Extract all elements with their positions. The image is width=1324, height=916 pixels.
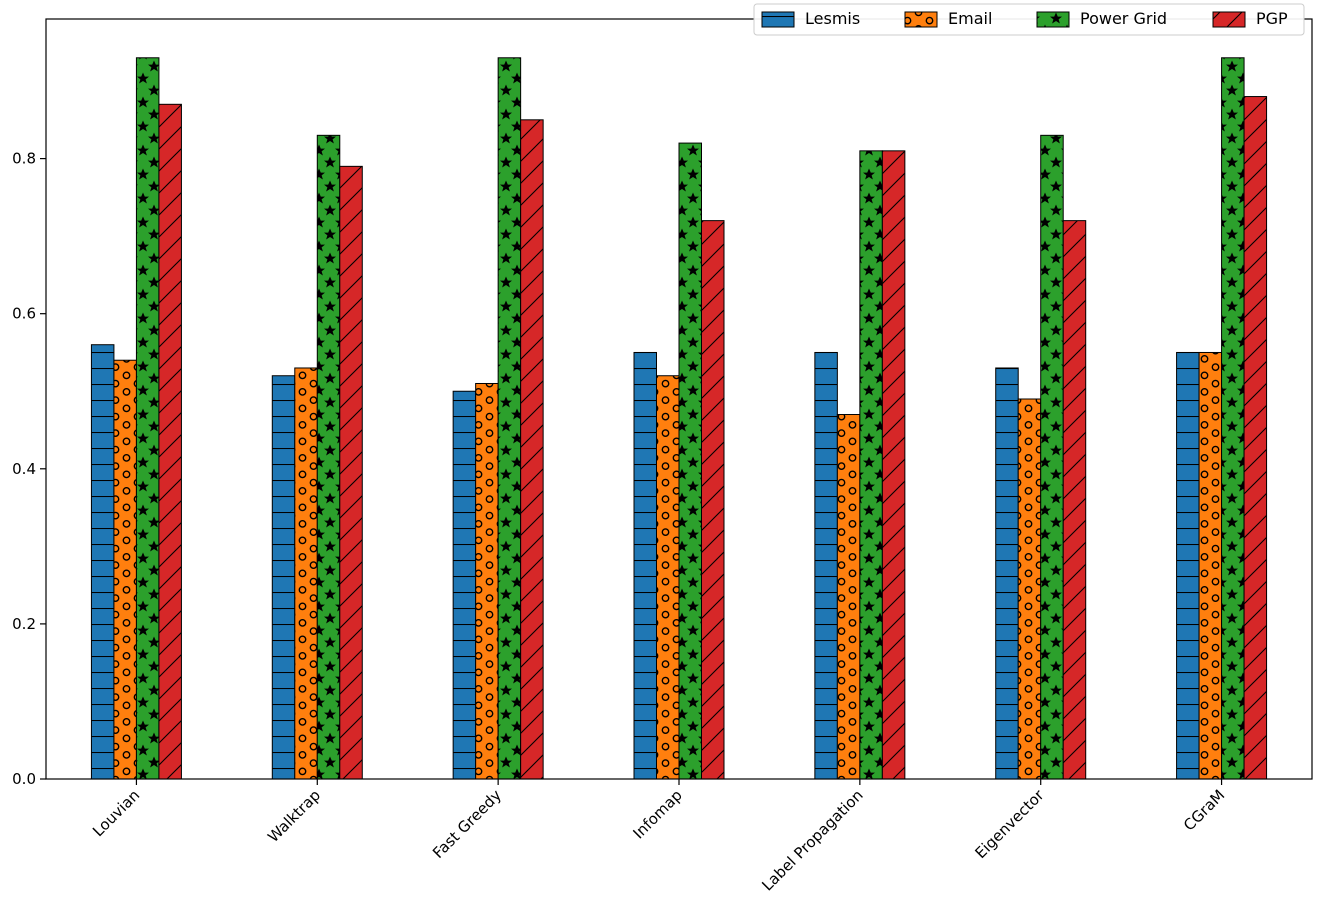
bar-power-grid-0 — [135, 57, 160, 780]
legend-label-email: Email — [948, 9, 992, 28]
legend-swatch-lesmis — [761, 11, 795, 28]
bar-pgp-1 — [339, 165, 363, 780]
legend-label-pgp: PGP — [1256, 9, 1288, 28]
bar-power-grid-4 — [859, 150, 883, 780]
x-tick-label: CGraM — [1180, 786, 1228, 834]
legend: Lesmis Email Power Grid PGP — [753, 3, 1305, 36]
bar-pgp-5 — [1062, 220, 1087, 780]
bar-lesmis-5 — [995, 367, 1019, 780]
bar-power-grid-3 — [678, 142, 702, 780]
x-tick-label: Label Propagation — [758, 786, 866, 894]
bar-pgp-2 — [520, 119, 544, 780]
bar-lesmis-3 — [633, 351, 657, 780]
legend-label-power-grid: Power Grid — [1080, 9, 1167, 28]
y-tick-label: 0.8 — [12, 150, 36, 168]
bar-lesmis-1 — [271, 375, 296, 780]
bar-email-5 — [1017, 398, 1042, 780]
bar-pgp-3 — [701, 220, 725, 780]
bar-email-3 — [656, 375, 680, 780]
bars-group — [90, 57, 1268, 780]
x-tick-label: Louvian — [89, 786, 143, 840]
bar-pgp-6 — [1243, 96, 1268, 780]
legend-box — [753, 3, 1305, 36]
y-tick-label: 0.4 — [12, 460, 36, 478]
x-tick-label: Infomap — [629, 786, 685, 842]
x-axis: Louvian Walktrap Fast Greedy Infomap Label P… — [89, 779, 1228, 894]
legend-swatch-pgp — [1212, 11, 1246, 28]
y-axis: 0.0 0.2 0.4 0.6 0.8 — [12, 150, 46, 788]
bar-email-0 — [113, 359, 137, 780]
bar-power-grid-6 — [1221, 57, 1245, 780]
bar-email-6 — [1198, 351, 1223, 780]
x-tick-label: Eigenvector — [972, 786, 1049, 863]
bar-lesmis-0 — [90, 344, 115, 780]
legend-swatch-power-grid — [1036, 11, 1070, 28]
bar-lesmis-4 — [814, 351, 838, 780]
bar-power-grid-5 — [1040, 134, 1064, 780]
y-tick-label: 0.6 — [12, 305, 36, 323]
y-tick-label: 0.2 — [12, 615, 36, 633]
legend-label-lesmis: Lesmis — [805, 9, 860, 28]
legend-swatch-email — [904, 11, 938, 28]
bar-email-2 — [475, 382, 499, 780]
bar-power-grid-1 — [316, 134, 341, 780]
bar-lesmis-6 — [1176, 351, 1200, 780]
bar-email-1 — [294, 367, 318, 780]
x-tick-label: Fast Greedy — [429, 786, 505, 862]
bar-lesmis-2 — [452, 390, 477, 780]
x-tick-label: Walktrap — [264, 786, 324, 846]
bar-pgp-0 — [158, 103, 182, 780]
bar-email-4 — [836, 414, 861, 780]
y-tick-label: 0.0 — [12, 770, 36, 788]
bar-pgp-4 — [881, 150, 906, 780]
bar-power-grid-2 — [497, 57, 522, 780]
